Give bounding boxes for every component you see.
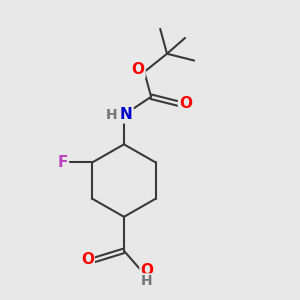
Text: O: O — [179, 96, 192, 111]
Text: O: O — [131, 62, 145, 77]
Text: H: H — [106, 108, 117, 122]
Text: N: N — [120, 107, 133, 122]
Text: F: F — [58, 155, 68, 170]
Text: H: H — [141, 274, 153, 288]
Text: O: O — [81, 252, 94, 267]
Text: O: O — [141, 262, 154, 278]
